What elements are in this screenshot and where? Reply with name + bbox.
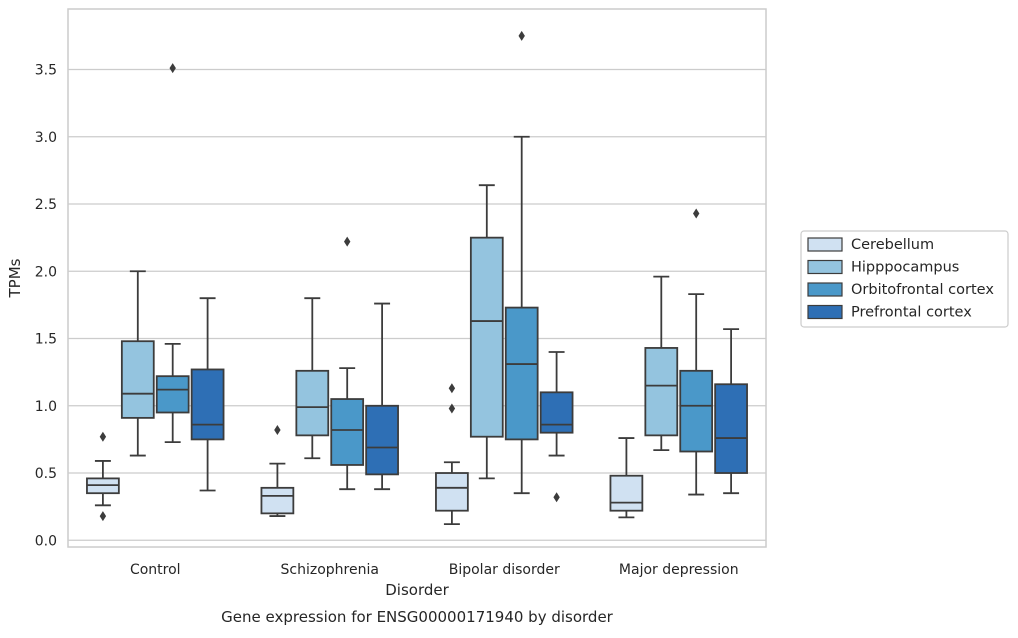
legend-swatch <box>807 304 843 320</box>
box-plot <box>609 437 644 519</box>
box-body <box>365 404 399 476</box>
box-body <box>155 375 190 414</box>
box-plot <box>120 270 155 457</box>
box-plot <box>155 63 190 443</box>
outlier-point <box>518 30 525 41</box>
outlier-point <box>99 511 107 522</box>
box-body <box>644 347 679 437</box>
legend-label: Prefrontal cortex <box>851 305 972 321</box>
box-plot <box>190 297 225 492</box>
box-plot <box>260 424 295 517</box>
legend-item: Cerebellum <box>807 237 934 253</box>
y-tick-label: 3.5 <box>35 63 57 79</box>
x-tick-labels: Control Schizophrenia Bipolar disorder Majo… <box>130 562 739 578</box>
x-tick-label: Schizophrenia <box>281 562 379 578</box>
box-plot <box>679 208 714 496</box>
outlier-point <box>448 383 456 394</box>
y-tick-label: 0.5 <box>35 466 57 482</box>
y-tick-label: 2.0 <box>35 264 57 280</box>
legend-swatch <box>807 282 843 297</box>
box-body <box>295 369 330 437</box>
x-tick-label: Bipolar disorder <box>449 562 560 578</box>
outlier-point <box>169 63 176 74</box>
legend-item: Prefrontal cortex <box>807 304 972 321</box>
box-plot <box>435 383 469 526</box>
box-body <box>120 340 155 419</box>
box-group <box>86 63 225 522</box>
box-plot <box>714 328 748 495</box>
box-plot <box>365 302 399 491</box>
legend-item: Orbitofrontal cortex <box>807 282 994 298</box>
box-body <box>435 472 469 512</box>
box-plot <box>644 275 679 452</box>
box-body <box>469 236 504 438</box>
legend-label: Orbitofrontal cortex <box>851 282 994 298</box>
legend-frame <box>800 230 1009 328</box>
box-group <box>609 208 748 519</box>
box-body <box>260 486 295 515</box>
box-body <box>539 391 574 434</box>
y-tick-label: 1.0 <box>35 399 57 415</box>
box-plot <box>86 431 120 522</box>
x-tick-label: Major depression <box>619 562 739 578</box>
legend-label: Cerebellum <box>851 237 934 253</box>
box-plot <box>295 297 330 460</box>
legend-item: Hipppocampus <box>807 259 959 276</box>
outlier-point <box>344 236 351 247</box>
x-tick-label: Control <box>130 562 181 578</box>
box-plot <box>539 351 574 503</box>
box-group <box>435 30 574 526</box>
plot-area <box>68 9 766 547</box>
box-body <box>190 368 225 441</box>
y-tick-label: 3.0 <box>35 130 57 146</box>
plot-frame <box>67 8 767 548</box>
y-tick-label: 1.5 <box>35 332 57 348</box>
box-group <box>260 236 399 517</box>
box-body <box>609 474 644 512</box>
box-groups <box>86 30 748 526</box>
box-body <box>679 369 714 453</box>
outlier-point <box>693 208 700 219</box>
box-body <box>714 383 748 474</box>
box-plot <box>469 184 504 480</box>
x-axis-label: Disorder <box>385 581 449 599</box>
outlier-point <box>99 431 107 442</box>
outlier-point <box>553 492 560 503</box>
legend-swatch <box>807 237 843 252</box>
y-tick-labels: 0.0 0.5 1.0 1.5 2.0 2.5 3.0 3.5 <box>35 63 57 550</box>
box-body <box>330 398 365 466</box>
figure-caption: Gene expression for ENSG00000171940 by d… <box>221 608 614 626</box>
box-plot <box>330 236 365 491</box>
box-body <box>504 306 539 441</box>
outlier-point <box>274 424 281 435</box>
outlier-point <box>448 403 456 414</box>
y-axis-label: TPMs <box>6 258 24 298</box>
legend-label: Hipppocampus <box>851 260 959 276</box>
box-plot <box>504 30 539 495</box>
y-tick-label: 0.0 <box>35 533 57 549</box>
legend: Cerebellum Hipppocampus Orbitofrontal cort… <box>800 230 1009 328</box>
y-tick-label: 2.5 <box>35 197 57 213</box>
legend-swatch <box>807 259 843 275</box>
